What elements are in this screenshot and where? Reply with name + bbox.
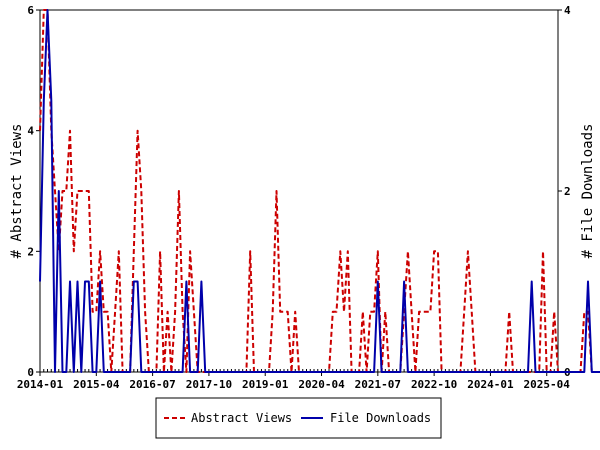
x-tick-label: 2021-07 xyxy=(355,378,401,391)
x-tick-label: 2020-04 xyxy=(298,378,345,391)
x-tick-label: 2019-01 xyxy=(242,378,289,391)
y-left-tick-label: 2 xyxy=(27,245,34,258)
x-tick-label: 2015-04 xyxy=(73,378,120,391)
y-axis-left-title: # Abstract Views xyxy=(9,124,25,259)
x-axis: 2014-01 2015-04 2016-07 2017-10 2019-01 2020-… xyxy=(17,372,570,391)
x-tick-label: 2025-04 xyxy=(524,378,571,391)
y-axis-right-title: # File Downloads xyxy=(580,124,596,259)
legend: Abstract Views File Downloads xyxy=(155,397,442,439)
y-right-tick-label: 2 xyxy=(564,185,571,198)
y-left-tick-label: 0 xyxy=(27,366,34,379)
series-line-abstract-views xyxy=(39,9,600,373)
legend-label-abstract-views: Abstract Views xyxy=(191,411,292,425)
legend-label-file-downloads: File Downloads xyxy=(330,411,431,425)
x-tick-label: 2016-07 xyxy=(129,378,175,391)
y-axis-left: 0 2 4 6 xyxy=(27,4,40,379)
series-layer xyxy=(39,9,600,373)
x-tick-label: 2022-10 xyxy=(411,378,457,391)
plot-frame xyxy=(39,9,559,373)
x-tick-label: 2014-01 xyxy=(17,378,64,391)
plot-area xyxy=(39,9,559,373)
x-tick-label: 2024-01 xyxy=(467,378,514,391)
y-axis-right: 024 xyxy=(558,4,571,379)
legend-box xyxy=(155,397,442,439)
x-tick-label: 2017-10 xyxy=(186,378,232,391)
y-left-tick-label: 4 xyxy=(27,125,34,138)
series-line-file-downloads xyxy=(39,9,600,373)
y-right-tick-label: 4 xyxy=(564,4,571,17)
y-left-tick-label: 6 xyxy=(27,4,34,17)
